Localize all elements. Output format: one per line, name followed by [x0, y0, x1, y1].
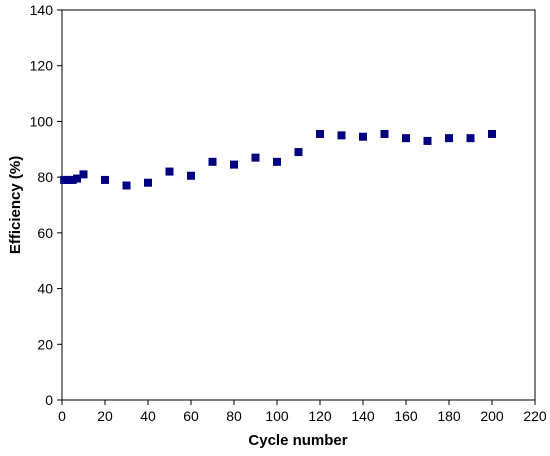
plot-area — [61, 9, 536, 401]
data-point — [60, 175, 69, 184]
y-tick-label: 60 — [37, 225, 53, 241]
x-tick-label: 140 — [351, 408, 375, 424]
data-point — [144, 178, 152, 187]
x-tick-label: 100 — [265, 408, 289, 424]
data-point — [273, 157, 281, 166]
data-point — [488, 129, 496, 138]
data-point — [445, 134, 453, 143]
data-point — [380, 129, 389, 138]
y-tick-label: 80 — [37, 169, 53, 185]
data-point — [101, 175, 109, 184]
data-point — [79, 170, 88, 179]
data-point — [165, 167, 174, 176]
data-point — [359, 132, 367, 141]
x-axis-ticks: 0 20 40 60 80 100 120 140 160 180 200 220 — [58, 400, 547, 424]
y-axis-ticks: 0 20 40 60 80 100 120 140 — [30, 2, 62, 408]
x-tick-label: 120 — [308, 408, 332, 424]
x-tick-label: 180 — [437, 408, 461, 424]
data-point — [64, 175, 73, 184]
x-tick-label: 200 — [480, 408, 504, 424]
x-axis-title: Cycle number — [248, 432, 347, 449]
data-point — [423, 136, 432, 145]
x-tick-label: 60 — [183, 408, 199, 424]
y-tick-label: 100 — [30, 113, 54, 129]
data-point — [466, 134, 475, 143]
data-point — [68, 175, 77, 184]
data-points — [60, 129, 496, 190]
data-point — [316, 129, 324, 138]
data-point — [73, 174, 82, 183]
data-point — [251, 153, 260, 162]
y-tick-label: 120 — [30, 58, 54, 74]
y-tick-label: 20 — [37, 336, 53, 352]
data-point — [402, 134, 410, 143]
data-point — [208, 157, 217, 166]
data-point — [187, 171, 195, 180]
y-tick-label: 40 — [37, 281, 53, 297]
x-tick-label: 220 — [523, 408, 547, 424]
data-point — [294, 148, 303, 157]
y-tick-label: 0 — [45, 392, 53, 408]
y-tick-label: 140 — [30, 2, 54, 18]
data-point — [122, 181, 131, 190]
x-tick-label: 20 — [97, 408, 113, 424]
y-axis-title: Efficiency (%) — [7, 156, 24, 254]
x-tick-label: 0 — [58, 408, 66, 424]
data-point — [230, 160, 238, 169]
data-point — [337, 131, 346, 140]
x-tick-label: 160 — [394, 408, 418, 424]
x-tick-label: 80 — [226, 408, 242, 424]
x-tick-label: 40 — [140, 408, 156, 424]
